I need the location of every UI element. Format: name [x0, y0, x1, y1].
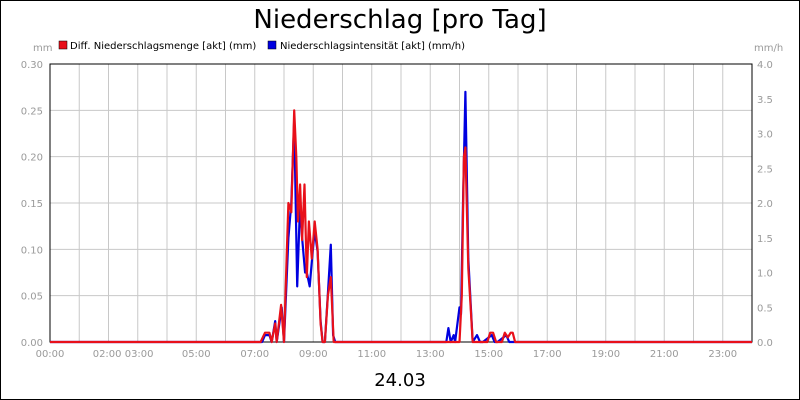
y-right-unit: mm/h [754, 43, 783, 54]
chart-title: Niederschlag [pro Tag] [253, 5, 546, 35]
x-tick-label: 11:00 [357, 349, 386, 360]
x-tick-label: 02:00 03:00 [93, 349, 154, 360]
grid [50, 64, 752, 342]
x-tick-label: 15:00 [474, 349, 503, 360]
x-tick-label: 21:00 [650, 349, 679, 360]
y-right-tick-label: 3.0 [757, 130, 773, 141]
x-tick-label: 07:00 [240, 349, 269, 360]
legend: Diff. Niederschlagsmenge [akt] (mm) Nied… [58, 40, 465, 52]
y-right-tick-label: 0.0 [757, 338, 773, 349]
x-tick-label: 09:00 [299, 349, 328, 360]
series-layer [50, 90, 752, 344]
x-tick-label: 17:00 [533, 349, 562, 360]
y-right-tick-label: 0.5 [757, 303, 773, 314]
y-right-tick-label: 1.5 [757, 234, 773, 245]
y-left-tick-label: 0.05 [21, 292, 43, 303]
x-tick-label: 23:00 [708, 349, 737, 360]
series-line-amount [50, 109, 752, 344]
y-left-tick-label: 0.20 [21, 153, 43, 164]
y-right-tick-label: 1.0 [757, 269, 773, 280]
legend-swatch-red [58, 40, 68, 50]
y-right-tick-label: 4.0 [757, 60, 773, 71]
y-left-tick-label: 0.00 [21, 338, 43, 349]
x-tick-label: 13:00 [416, 349, 445, 360]
y-right-tick-label: 2.5 [757, 164, 773, 175]
x-tick-label: 00:00 [36, 349, 65, 360]
y-left-tick-label: 0.30 [21, 60, 43, 71]
tick-labels: 0.00 0.05 0.10 0.15 0.20 0.25 0.30 0.0 0.5 1.0 1.5… [21, 60, 773, 360]
x-tick-label: 05:00 [182, 349, 211, 360]
y-right-tick-label: 2.0 [757, 199, 773, 210]
y-right-tick-label: 3.5 [757, 95, 773, 106]
date-label: 24.03 [374, 370, 426, 391]
legend-swatch-blue [267, 40, 277, 50]
legend-label-intensity: Niederschlagsintensität [akt] (mm/h) [280, 41, 465, 52]
y-left-tick-label: 0.10 [21, 245, 43, 256]
x-tick-label: 19:00 [591, 349, 620, 360]
y-left-unit: mm [33, 43, 52, 54]
legend-label-amount: Diff. Niederschlagsmenge [akt] (mm) [70, 41, 256, 52]
y-left-tick-label: 0.15 [21, 199, 43, 210]
y-left-tick-label: 0.25 [21, 106, 43, 117]
